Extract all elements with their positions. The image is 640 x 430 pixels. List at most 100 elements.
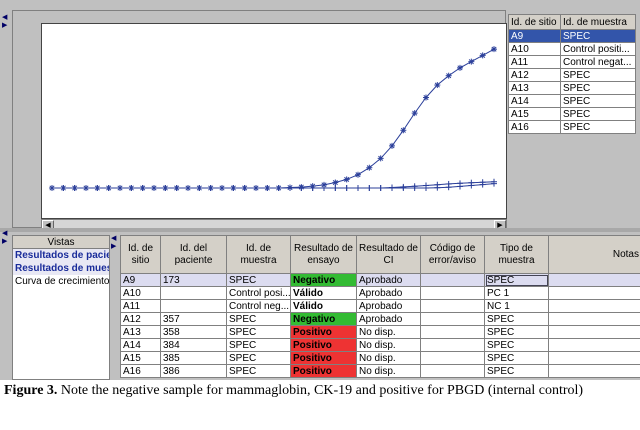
site-id-cell: A15 xyxy=(120,351,161,365)
data-point-a11 xyxy=(343,185,350,191)
error-code-cell xyxy=(420,351,485,365)
site-id-cell: A14 xyxy=(120,338,161,352)
results-row[interactable]: A12 357 SPEC Negativo Aprobado SPEC xyxy=(120,312,640,326)
sample-id-cell: Control negat... xyxy=(560,55,636,69)
error-code-cell xyxy=(420,273,485,287)
col-patient-id[interactable]: Id. del paciente xyxy=(160,235,227,274)
site-table-row[interactable]: A11 Control negat... xyxy=(508,55,636,69)
patient-id-cell: 358 xyxy=(160,325,227,339)
arrow-left-icon[interactable]: ◀ xyxy=(2,230,8,237)
data-point-a11 xyxy=(230,185,237,191)
growth-curve-panel: ◀ ▶ xyxy=(12,10,507,231)
data-point-a11 xyxy=(173,185,180,191)
view-item-sample-results[interactable]: Resultados de mues xyxy=(13,262,109,275)
view-item-patient-results[interactable]: Resultados de pacie xyxy=(13,249,109,262)
data-point-a11 xyxy=(162,185,169,191)
results-row[interactable]: A16 386 SPEC Positivo No disp. SPEC xyxy=(120,364,640,378)
error-code-cell xyxy=(420,312,485,326)
arrow-right-icon[interactable]: ▶ xyxy=(2,22,8,29)
col-sample-id[interactable]: Id. de muestra xyxy=(226,235,291,274)
col-sample-type[interactable]: Tipo de muestra xyxy=(484,235,549,274)
data-point-a11 xyxy=(457,180,463,187)
sample-id-cell: SPEC xyxy=(560,94,636,108)
ic-result-cell: Aprobado xyxy=(356,299,421,313)
site-id-cell: A10 xyxy=(508,42,561,56)
error-code-cell xyxy=(420,364,485,378)
col-site-id[interactable]: Id. de sitio xyxy=(120,235,161,274)
top-splitter-arrows[interactable]: ◀ ▶ xyxy=(2,14,10,30)
sample-id-cell: Control neg... xyxy=(226,299,291,313)
notes-cell xyxy=(548,286,640,300)
data-point-a9 xyxy=(332,179,339,186)
results-row[interactable]: A10 Control posi... Válido Aprobado PC 1 xyxy=(120,286,640,300)
results-row[interactable]: A14 384 SPEC Positivo No disp. SPEC xyxy=(120,338,640,352)
sample-id-cell: SPEC xyxy=(560,81,636,95)
site-table-row[interactable]: A9 SPEC xyxy=(508,29,636,43)
results-row[interactable]: A9 173 SPEC Negativo Aprobado SPEC xyxy=(120,273,640,287)
site-id-header[interactable]: Id. de sitio xyxy=(508,14,561,30)
views-splitter-arrows[interactable]: ◀ ▶ xyxy=(110,235,118,380)
data-point-a11 xyxy=(400,183,407,190)
sample-id-cell: SPEC xyxy=(560,120,636,134)
patient-id-cell xyxy=(160,286,227,300)
assay-result-cell: Válido xyxy=(290,299,357,313)
data-point-a9 xyxy=(434,82,441,89)
panel-divider[interactable] xyxy=(0,228,640,232)
assay-result-cell: Positivo xyxy=(290,338,357,352)
notes-cell xyxy=(548,312,640,326)
data-point-a9 xyxy=(468,58,475,65)
site-table-row[interactable]: A15 SPEC xyxy=(508,107,636,121)
ic-result-cell: No disp. xyxy=(356,364,421,378)
site-table-row[interactable]: A14 SPEC xyxy=(508,94,636,108)
data-point-a11 xyxy=(49,185,55,191)
arrow-right-icon[interactable]: ▶ xyxy=(111,243,117,250)
ic-result-cell: Aprobado xyxy=(356,312,421,326)
site-table-row[interactable]: A12 SPEC xyxy=(508,68,636,82)
error-code-cell xyxy=(420,299,485,313)
data-point-a9 xyxy=(343,176,350,183)
arrow-right-icon[interactable]: ▶ xyxy=(2,238,8,245)
col-error-code[interactable]: Código de error/aviso xyxy=(420,235,485,274)
data-point-a11 xyxy=(60,185,67,191)
site-table: Id. de sitio Id. de muestra A9 SPEC A10 Con… xyxy=(508,14,636,134)
figure-caption: Figure 3. Note the negative sample for m… xyxy=(4,382,634,399)
site-table-row[interactable]: A10 Control positi... xyxy=(508,42,636,56)
arrow-left-icon[interactable]: ◀ xyxy=(2,14,8,21)
results-row[interactable]: A11 Control neg... Válido Aprobado NC 1 xyxy=(120,299,640,313)
col-notes[interactable]: Notas xyxy=(548,235,640,274)
data-point-a11 xyxy=(83,185,89,191)
ic-result-cell: No disp. xyxy=(356,325,421,339)
sample-id-header[interactable]: Id. de muestra xyxy=(560,14,636,30)
col-ic-result[interactable]: Resultado de CI xyxy=(356,235,421,274)
sample-type-cell: SPEC xyxy=(484,364,549,378)
site-table-row[interactable]: A16 SPEC xyxy=(508,120,636,134)
sample-id-cell: SPEC xyxy=(560,29,636,43)
site-table-row[interactable]: A13 SPEC xyxy=(508,81,636,95)
series-line-a9 xyxy=(52,48,495,189)
view-item-growth-curve[interactable]: Curva de crecimiento xyxy=(15,276,109,287)
data-point-a11 xyxy=(309,185,316,191)
data-point-a11 xyxy=(377,185,384,191)
site-id-cell: A10 xyxy=(120,286,161,300)
data-point-a11 xyxy=(196,185,203,191)
site-id-cell: A13 xyxy=(508,81,561,95)
data-point-a11 xyxy=(151,185,157,191)
assay-result-cell: Positivo xyxy=(290,351,357,365)
data-point-a11 xyxy=(94,185,101,191)
data-point-a11 xyxy=(241,185,248,191)
site-id-cell: A14 xyxy=(508,94,561,108)
notes-cell xyxy=(548,364,640,378)
data-point-a9 xyxy=(400,127,407,134)
data-point-a11 xyxy=(275,185,282,191)
col-assay-result[interactable]: Resultado de ensayo xyxy=(290,235,357,274)
results-row[interactable]: A13 358 SPEC Positivo No disp. SPEC xyxy=(120,325,640,339)
notes-cell xyxy=(548,325,640,339)
bottom-splitter-arrows[interactable]: ◀ ▶ xyxy=(2,230,10,246)
results-row[interactable]: A15 385 SPEC Positivo No disp. SPEC xyxy=(120,351,640,365)
data-point-a9 xyxy=(457,64,463,71)
site-id-cell: A15 xyxy=(508,107,561,121)
arrow-left-icon[interactable]: ◀ xyxy=(111,235,117,242)
sample-id-cell: Control posi... xyxy=(226,286,291,300)
data-point-a11 xyxy=(264,185,271,191)
site-id-cell: A9 xyxy=(120,273,161,287)
